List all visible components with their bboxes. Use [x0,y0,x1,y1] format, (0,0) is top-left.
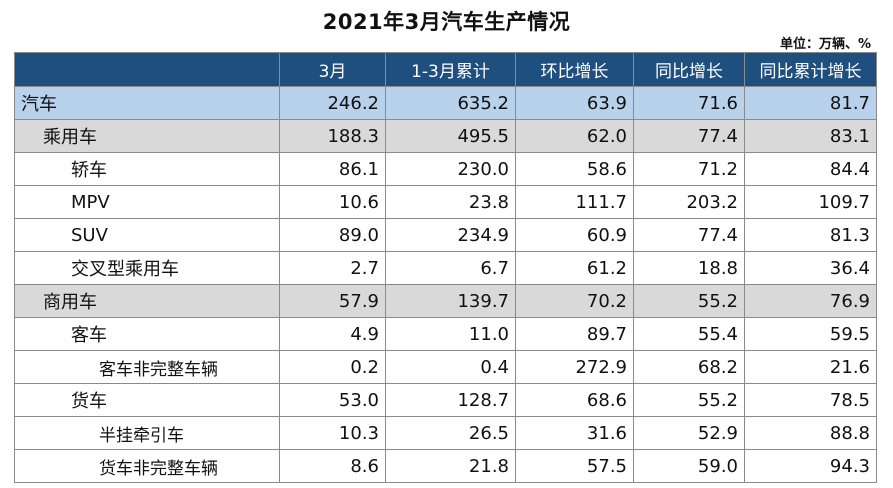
production-table: 3月 1-3月累计 环比增长 同比增长 同比累计增长 汽车 246.2 635.2 6… [14,52,877,483]
table-cell: 111.7 [515,185,634,219]
table-cell: 94.3 [744,449,877,483]
table-cell: 71.2 [633,152,745,186]
table-cell: 78.5 [744,383,877,417]
table-cell: 81.3 [744,218,877,252]
table-cell: 203.2 [633,185,745,219]
table-cell: 31.6 [515,416,634,450]
table-cell: 246.2 [279,86,386,120]
table-cell: 234.9 [385,218,516,252]
table-cell: 59.0 [633,449,745,483]
table-cell: 88.8 [744,416,877,450]
row-label: 乘用车 [14,119,280,153]
table-cell: 272.9 [515,350,634,384]
table-row: 乘用车 188.3 495.5 62.0 77.4 83.1 [14,119,877,153]
table-cell: 4.9 [279,317,386,351]
table-cell: 86.1 [279,152,386,186]
table-cell: 6.7 [385,251,516,285]
table-cell: 21.6 [744,350,877,384]
table-cell: 635.2 [385,86,516,120]
table-cell: 23.8 [385,185,516,219]
column-header-yoy-growth: 同比增长 [633,52,745,87]
table-cell: 36.4 [744,251,877,285]
column-header-category [14,52,280,87]
table-row: 轿车 86.1 230.0 58.6 71.2 84.4 [14,152,877,186]
table-header-row: 3月 1-3月累计 环比增长 同比增长 同比累计增长 [14,52,877,87]
table-cell: 26.5 [385,416,516,450]
table-cell: 71.6 [633,86,745,120]
table-cell: 60.9 [515,218,634,252]
table-body: 汽车 246.2 635.2 63.9 71.6 81.7 乘用车 188.3 495.5 62.… [14,86,877,483]
row-label: 交叉型乘用车 [14,251,280,285]
table-cell: 70.2 [515,284,634,318]
table-row: SUV 89.0 234.9 60.9 77.4 81.3 [14,218,877,252]
row-label: 汽车 [14,86,280,120]
page-title: 2021年3月汽车生产情况 [322,10,571,34]
row-label: 轿车 [14,152,280,186]
table-cell: 18.8 [633,251,745,285]
table-row: 汽车 246.2 635.2 63.9 71.6 81.7 [14,86,877,120]
table-cell: 128.7 [385,383,516,417]
table-cell: 81.7 [744,86,877,120]
table-row: 客车非完整车辆 0.2 0.4 272.9 68.2 21.6 [14,350,877,384]
table-cell: 89.7 [515,317,634,351]
column-header-q1-cumulative: 1-3月累计 [385,52,516,87]
table-cell: 63.9 [515,86,634,120]
row-label: 客车 [14,317,280,351]
table-cell: 2.7 [279,251,386,285]
table-cell: 61.2 [515,251,634,285]
unit-label: 单位：万辆、% [779,37,871,52]
table-cell: 84.4 [744,152,877,186]
table-row: 半挂牵引车 10.3 26.5 31.6 52.9 88.8 [14,416,877,450]
table-row: 交叉型乘用车 2.7 6.7 61.2 18.8 36.4 [14,251,877,285]
table-row: 商用车 57.9 139.7 70.2 55.2 76.9 [14,284,877,318]
table-row: 货车非完整车辆 8.6 21.8 57.5 59.0 94.3 [14,449,877,483]
row-label: 商用车 [14,284,280,318]
table-cell: 62.0 [515,119,634,153]
table-row: MPV 10.6 23.8 111.7 203.2 109.7 [14,185,877,219]
table-cell: 495.5 [385,119,516,153]
column-header-yoy-cumulative-growth: 同比累计增长 [744,52,877,87]
table-cell: 68.6 [515,383,634,417]
row-label: 半挂牵引车 [14,416,280,450]
table-cell: 11.0 [385,317,516,351]
table-cell: 53.0 [279,383,386,417]
table-cell: 76.9 [744,284,877,318]
table-cell: 10.6 [279,185,386,219]
table-cell: 52.9 [633,416,745,450]
table-cell: 55.2 [633,284,745,318]
column-header-mom-growth: 环比增长 [515,52,634,87]
table-cell: 55.4 [633,317,745,351]
table-cell: 68.2 [633,350,745,384]
table-cell: 0.4 [385,350,516,384]
table-row: 客车 4.9 11.0 89.7 55.4 59.5 [14,317,877,351]
table-cell: 139.7 [385,284,516,318]
table-cell: 21.8 [385,449,516,483]
table-cell: 109.7 [744,185,877,219]
row-label: 货车非完整车辆 [14,449,280,483]
table-cell: 77.4 [633,119,745,153]
table-cell: 58.6 [515,152,634,186]
table-cell: 77.4 [633,218,745,252]
table-cell: 59.5 [744,317,877,351]
table-cell: 57.5 [515,449,634,483]
row-label: 客车非完整车辆 [14,350,280,384]
table-cell: 83.1 [744,119,877,153]
table-cell: 57.9 [279,284,386,318]
table-row: 货车 53.0 128.7 68.6 55.2 78.5 [14,383,877,417]
table-cell: 188.3 [279,119,386,153]
table-cell: 89.0 [279,218,386,252]
row-label: 货车 [14,383,280,417]
table-cell: 55.2 [633,383,745,417]
row-label: MPV [14,185,280,219]
column-header-march: 3月 [279,52,386,87]
row-label: SUV [14,218,280,252]
table-cell: 10.3 [279,416,386,450]
table-cell: 230.0 [385,152,516,186]
table-cell: 0.2 [279,350,386,384]
table-cell: 8.6 [279,449,386,483]
